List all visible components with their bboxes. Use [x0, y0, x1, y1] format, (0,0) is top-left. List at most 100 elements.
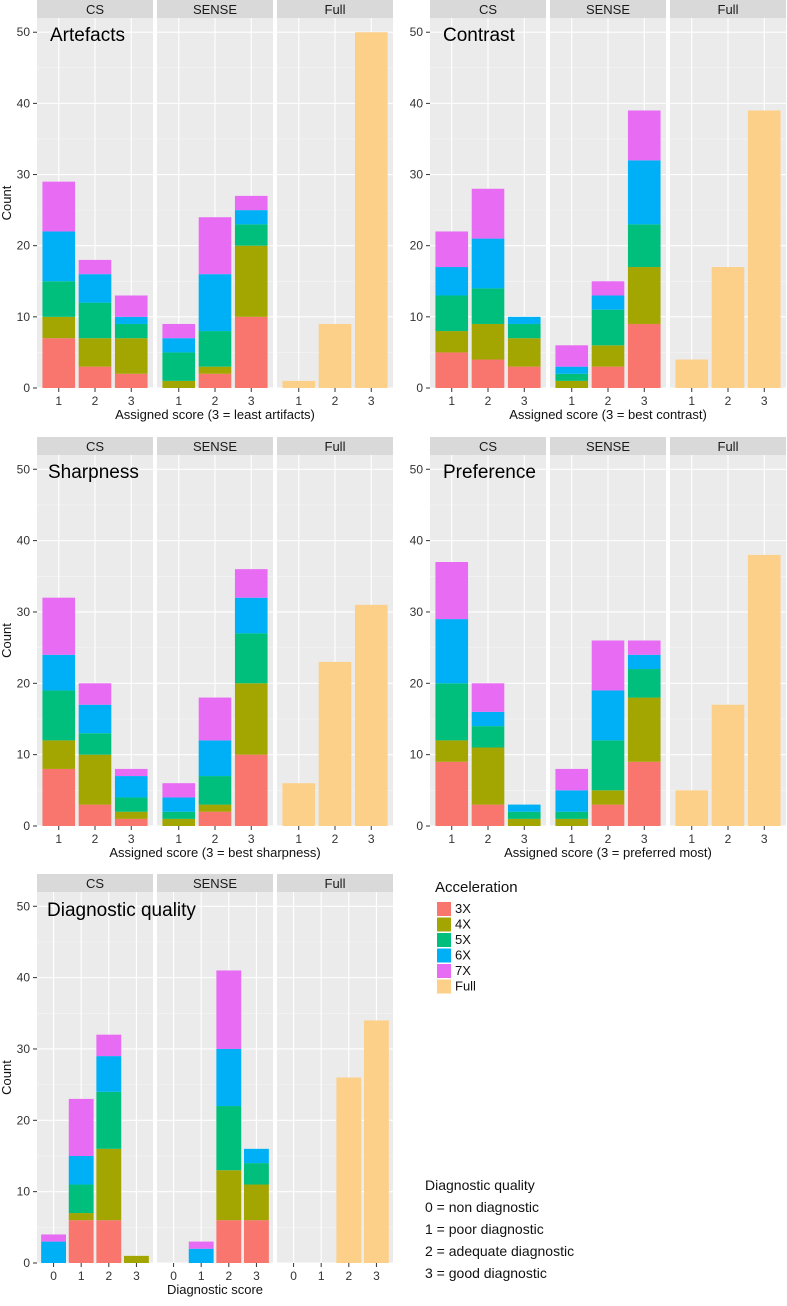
facet-panel: Full 1 2 3: [670, 437, 786, 846]
bar-segment-3x: [96, 1220, 122, 1263]
y-tick-label: 50: [17, 462, 31, 476]
x-tick-label: 3: [248, 832, 255, 846]
bar-segment-4x: [78, 754, 112, 805]
y-tick-label: 50: [410, 25, 424, 39]
bar-segment-3x: [114, 373, 148, 388]
y-axis-title: Count: [0, 623, 14, 658]
bar-segment-7x: [162, 323, 196, 339]
facet-strip: [157, 0, 273, 18]
facet-panel: CS 1 2 3: [430, 0, 546, 408]
bar-segment-3x: [627, 761, 661, 826]
bar-segment-4x: [162, 380, 196, 388]
bar-segment-6x: [42, 654, 76, 691]
x-tick-label: 2: [725, 394, 732, 408]
x-tick-label: 3: [128, 832, 135, 846]
bar-segment-5x: [234, 633, 268, 684]
x-axis-title: Assigned score (3 = least artifacts): [115, 407, 315, 422]
y-tick-label: 40: [410, 96, 424, 110]
legend-key-7x: [437, 964, 451, 978]
legend-key-4x: [437, 917, 451, 932]
facet-strip-label: CS: [86, 439, 104, 454]
facet-panel: Full 1 2 3: [277, 437, 393, 846]
bar-segment-3x: [42, 338, 76, 388]
x-tick-label: 1: [448, 832, 455, 846]
bar-segment-4x: [68, 1213, 94, 1221]
bar-segment-3x: [507, 366, 541, 388]
x-tick-label: 3: [521, 832, 528, 846]
bar-segment-6x: [627, 654, 661, 670]
bar-segment-7x: [591, 281, 625, 296]
bar-segment-3x: [68, 1220, 94, 1263]
x-tick-label: 1: [295, 394, 302, 408]
bar-segment-7x: [216, 970, 242, 1049]
diagnostic-note-line: 1 = poor diagnostic: [425, 1221, 544, 1237]
x-axis-title: Assigned score (3 = best sharpness): [109, 845, 320, 860]
bar-segment-7x: [627, 110, 661, 161]
x-tick-label: 2: [605, 394, 612, 408]
bar-segment-full: [354, 604, 388, 826]
x-tick-label: 3: [128, 394, 135, 408]
facet-strip-label: SENSE: [586, 2, 630, 17]
y-tick-label: 20: [17, 676, 31, 690]
bar-segment-5x: [114, 797, 148, 812]
bar-segment-4x: [234, 245, 268, 317]
bar-segment-6x: [96, 1056, 122, 1092]
facet-panel: Full 0 1 2 3: [277, 874, 393, 1283]
bar-segment-5x: [162, 811, 196, 819]
bar-segment-full: [318, 661, 352, 826]
y-axis-title: Count: [0, 1060, 14, 1095]
bar-segment-7x: [78, 683, 112, 705]
facet-panel: SENSE 1 2 3: [157, 437, 273, 846]
y-tick-label: 0: [23, 381, 30, 395]
bar-segment-6x: [234, 210, 268, 225]
x-tick-label: 1: [55, 394, 62, 408]
facet-panel: Full 1 2 3: [670, 0, 786, 408]
bar-segment-full: [675, 359, 709, 388]
y-tick-label: 50: [17, 25, 31, 39]
bar-segment-4x: [162, 818, 196, 826]
bar-segment-5x: [78, 302, 112, 339]
bar-segment-4x: [124, 1255, 149, 1263]
x-tick-label: 2: [605, 832, 612, 846]
facet-strip: [670, 0, 786, 18]
facet-strip-label: Full: [718, 2, 739, 17]
bar-segment-5x: [68, 1184, 94, 1214]
x-axis-title: Diagnostic score: [167, 1282, 263, 1297]
bar-segment-6x: [162, 338, 196, 353]
bar-segment-full: [747, 110, 781, 388]
facet-strip: [550, 437, 666, 455]
bar-segment-6x: [234, 597, 268, 634]
bar-segment-4x: [42, 316, 76, 339]
bar-segment-4x: [96, 1148, 122, 1221]
bar-segment-3x: [435, 761, 469, 826]
diagnostic-note-line: 0 = non diagnostic: [425, 1199, 539, 1215]
bar-segment-5x: [162, 352, 196, 381]
bar-segment-7x: [96, 1034, 122, 1057]
y-tick-label: 0: [23, 1256, 30, 1270]
x-tick-label: 3: [641, 832, 648, 846]
x-tick-label: 2: [485, 394, 492, 408]
facet-strip: [37, 874, 153, 892]
x-tick-label: 2: [225, 1269, 232, 1283]
bar-segment-4x: [244, 1184, 269, 1221]
bar-segment-6x: [244, 1148, 269, 1164]
facet-panel: SENSE 0 1 2 3: [157, 874, 273, 1283]
x-tick-label: 0: [170, 1269, 177, 1283]
bar-segment-5x: [627, 224, 661, 268]
y-tick-label: 10: [410, 748, 424, 762]
bar-segment-6x: [42, 231, 76, 282]
x-axis-title: Assigned score (3 = preferred most): [504, 845, 712, 860]
y-tick-label: 0: [23, 819, 30, 833]
chart-title: Sharpness: [48, 462, 139, 483]
facet-strip: [37, 0, 153, 18]
bar-segment-3x: [591, 366, 625, 388]
chart-title: Contrast: [443, 25, 516, 46]
bar-segment-3x: [198, 811, 232, 826]
facet-strip: [550, 0, 666, 18]
y-axis-title: Count: [0, 185, 14, 220]
facet-strip: [277, 437, 393, 455]
legend-label: 3X: [455, 901, 471, 916]
